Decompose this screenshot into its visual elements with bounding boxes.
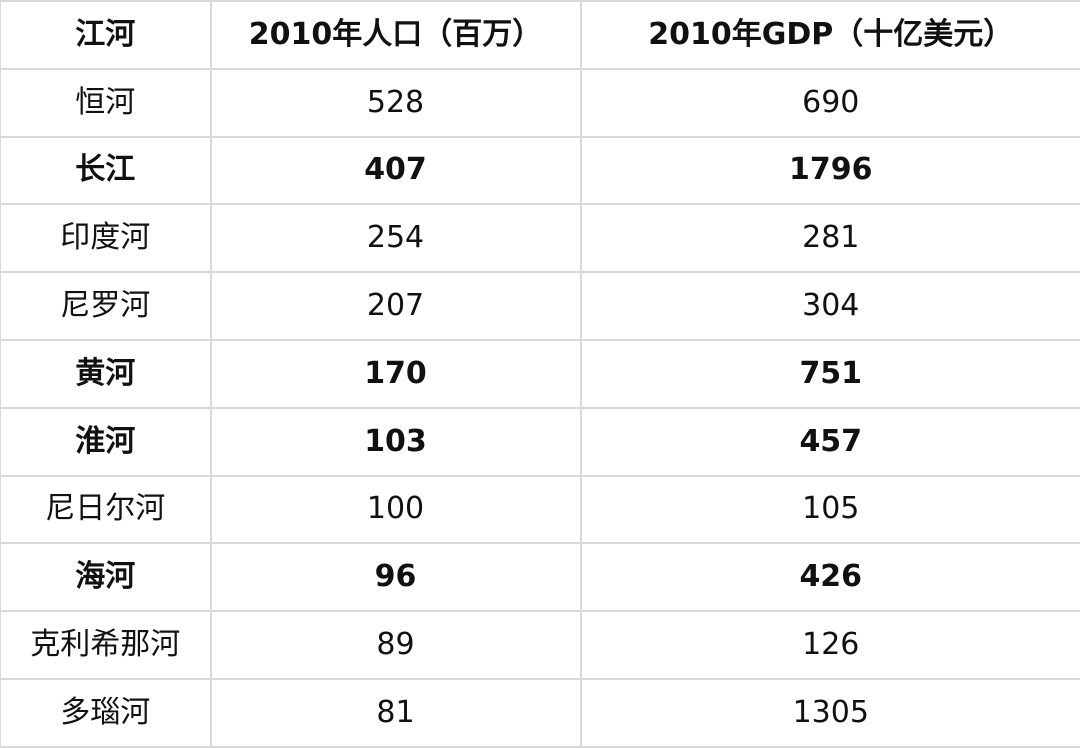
cell-population: 207 <box>211 272 581 340</box>
cell-river: 海河 <box>1 543 211 611</box>
cell-river: 尼罗河 <box>1 272 211 340</box>
header-population: 2010年人口（百万） <box>211 1 581 69</box>
cell-population: 89 <box>211 611 581 679</box>
cell-gdp: 426 <box>581 543 1080 611</box>
header-river: 江河 <box>1 1 211 69</box>
cell-gdp: 690 <box>581 69 1080 137</box>
cell-gdp: 457 <box>581 408 1080 476</box>
cell-gdp: 751 <box>581 340 1080 408</box>
table-row: 黄河 170 751 <box>1 340 1080 408</box>
table-row: 尼日尔河 100 105 <box>1 476 1080 544</box>
cell-gdp: 1305 <box>581 679 1080 747</box>
cell-gdp: 1796 <box>581 137 1080 205</box>
cell-population: 100 <box>211 476 581 544</box>
cell-population: 96 <box>211 543 581 611</box>
table-row: 长江 407 1796 <box>1 137 1080 205</box>
cell-population: 407 <box>211 137 581 205</box>
table-row: 淮河 103 457 <box>1 408 1080 476</box>
cell-population: 103 <box>211 408 581 476</box>
table-row: 尼罗河 207 304 <box>1 272 1080 340</box>
cell-river: 长江 <box>1 137 211 205</box>
cell-population: 528 <box>211 69 581 137</box>
cell-river: 克利希那河 <box>1 611 211 679</box>
cell-gdp: 281 <box>581 204 1080 272</box>
cell-gdp: 105 <box>581 476 1080 544</box>
table-row: 多瑙河 81 1305 <box>1 679 1080 747</box>
table-row: 海河 96 426 <box>1 543 1080 611</box>
cell-population: 81 <box>211 679 581 747</box>
cell-river: 印度河 <box>1 204 211 272</box>
cell-river: 尼日尔河 <box>1 476 211 544</box>
table-header-row: 江河 2010年人口（百万） 2010年GDP（十亿美元） <box>1 1 1080 69</box>
cell-river: 黄河 <box>1 340 211 408</box>
table-row: 印度河 254 281 <box>1 204 1080 272</box>
cell-gdp: 126 <box>581 611 1080 679</box>
cell-gdp: 304 <box>581 272 1080 340</box>
table-row: 恒河 528 690 <box>1 69 1080 137</box>
table-row: 克利希那河 89 126 <box>1 611 1080 679</box>
cell-population: 254 <box>211 204 581 272</box>
cell-river: 淮河 <box>1 408 211 476</box>
cell-river: 多瑙河 <box>1 679 211 747</box>
header-gdp: 2010年GDP（十亿美元） <box>581 1 1080 69</box>
cell-population: 170 <box>211 340 581 408</box>
cell-river: 恒河 <box>1 69 211 137</box>
